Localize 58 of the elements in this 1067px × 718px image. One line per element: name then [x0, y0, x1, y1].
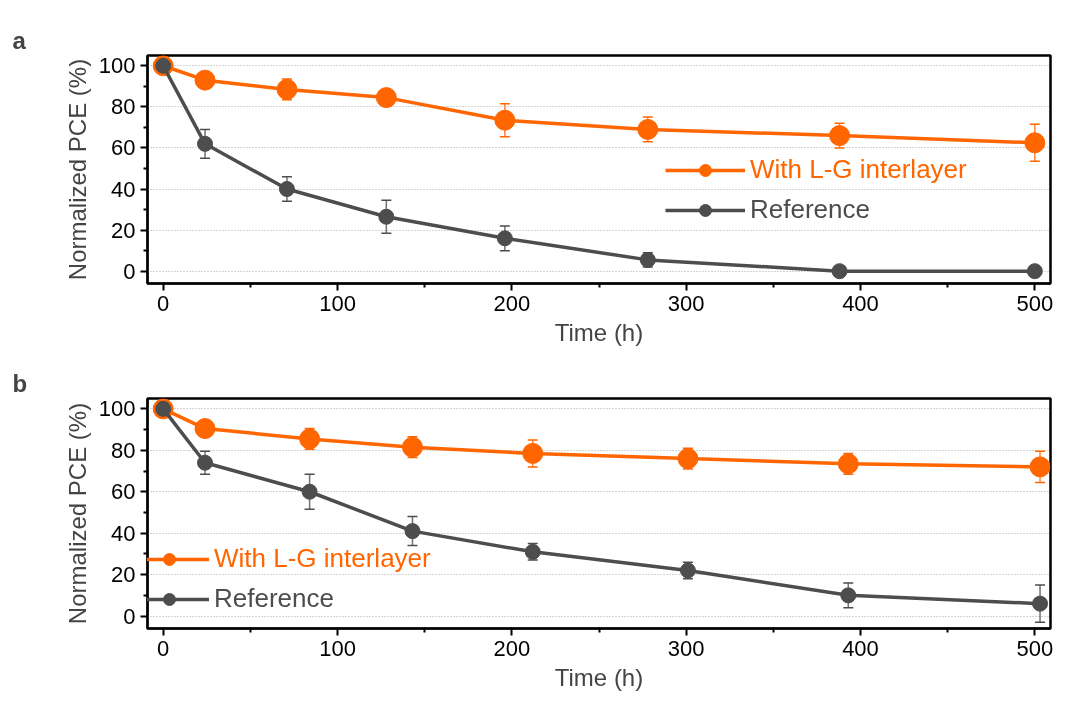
point [401, 436, 423, 458]
y-tick-label: 40 [111, 176, 136, 202]
x-tick-label: 400 [842, 635, 879, 661]
point [522, 442, 544, 464]
x-tick-label: 300 [667, 635, 705, 661]
x-axis-title: Time (h) [554, 318, 644, 346]
legend-label: Reference [750, 194, 870, 225]
point [840, 587, 857, 604]
point [496, 230, 513, 247]
point [301, 483, 318, 500]
x-tick-label: 500 [1016, 635, 1054, 661]
point [829, 125, 851, 147]
point [1032, 595, 1049, 612]
x-tick-label: 300 [667, 290, 705, 316]
y-tick-label: 40 [111, 520, 136, 546]
text: b [12, 369, 28, 397]
y-tick-label: 0 [123, 258, 136, 284]
point [404, 523, 421, 540]
text: a [12, 26, 27, 54]
point [1029, 456, 1051, 478]
x-tick-label: 100 [319, 635, 356, 661]
x-tick-label: 200 [493, 635, 531, 661]
point [637, 118, 659, 140]
y-tick-label: 80 [111, 437, 136, 463]
x-tick-label: 500 [1016, 290, 1054, 316]
legend-label: With L-G interlayer [214, 543, 431, 574]
y-tick-label: 80 [111, 94, 136, 120]
y-tick-label: 20 [111, 217, 136, 243]
point [194, 418, 216, 440]
point [197, 135, 214, 152]
point [677, 448, 699, 470]
point [299, 428, 321, 450]
point [194, 69, 216, 91]
x-tick-label: 100 [319, 290, 356, 316]
y-tick-label: 0 [123, 603, 136, 629]
legend-label: With L-G interlayer [750, 154, 967, 185]
y-tick-label: 20 [111, 562, 136, 588]
point [831, 263, 848, 280]
x-tick-label: 0 [157, 635, 170, 661]
point [378, 208, 395, 225]
point [837, 453, 859, 475]
x-tick-label: 200 [493, 290, 531, 316]
point [1024, 132, 1046, 154]
point [1026, 263, 1043, 280]
point [278, 181, 295, 197]
x-axis-title: Time (h) [554, 663, 644, 691]
y-tick-label: 60 [111, 135, 136, 161]
y-tick-label: 100 [98, 53, 136, 79]
y-tick-label: 60 [111, 479, 136, 505]
legend-label: Reference [214, 583, 334, 614]
point [494, 109, 516, 131]
point [276, 78, 298, 100]
y-tick-label: 100 [98, 396, 136, 422]
y-axis-title: Normalized PCE (%) [63, 58, 91, 281]
x-tick-label: 0 [157, 290, 170, 316]
x-tick-label: 400 [842, 290, 879, 316]
point [197, 454, 214, 471]
y-axis-title: Normalized PCE (%) [63, 402, 91, 625]
